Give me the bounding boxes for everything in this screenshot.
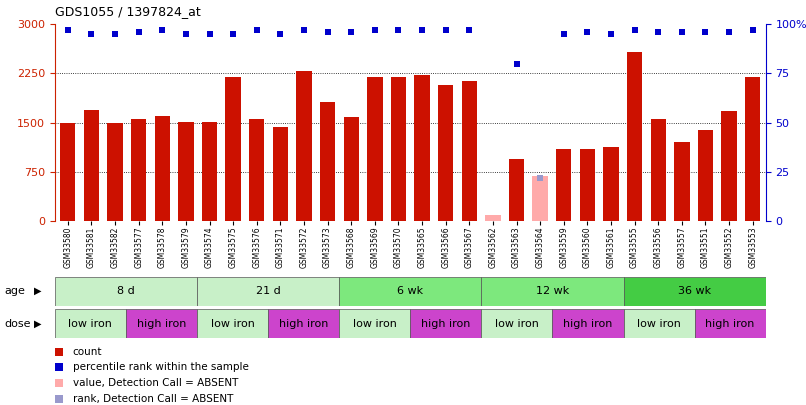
Text: 8 d: 8 d — [117, 286, 135, 296]
Bar — [55, 277, 197, 306]
Bar — [268, 309, 339, 338]
Bar — [202, 122, 217, 221]
Text: high iron: high iron — [563, 319, 613, 328]
Bar — [272, 127, 288, 221]
Bar — [60, 123, 76, 221]
Text: GDS1055 / 1397824_at: GDS1055 / 1397824_at — [55, 5, 201, 18]
Text: rank, Detection Call = ABSENT: rank, Detection Call = ABSENT — [73, 394, 233, 404]
Bar — [580, 149, 595, 221]
Text: 21 d: 21 d — [256, 286, 280, 296]
Text: low iron: low iron — [495, 319, 539, 328]
Text: high iron: high iron — [705, 319, 755, 328]
Bar — [197, 309, 268, 338]
Bar — [438, 85, 453, 221]
Bar — [481, 277, 624, 306]
Bar — [339, 277, 481, 306]
Bar — [55, 309, 126, 338]
Bar — [391, 77, 406, 221]
Bar — [745, 77, 760, 221]
Text: low iron: low iron — [637, 319, 681, 328]
Text: ▶: ▶ — [34, 286, 41, 296]
Bar — [410, 309, 481, 338]
Bar — [226, 77, 241, 221]
Bar — [320, 102, 335, 221]
Text: count: count — [73, 347, 102, 357]
Bar — [674, 142, 689, 221]
Bar — [155, 116, 170, 221]
Text: low iron: low iron — [353, 319, 397, 328]
Text: high iron: high iron — [137, 319, 186, 328]
Text: 36 wk: 36 wk — [678, 286, 711, 296]
Text: ▶: ▶ — [34, 319, 41, 328]
Bar — [624, 309, 695, 338]
Bar — [604, 147, 619, 221]
Bar — [84, 110, 99, 221]
Text: high iron: high iron — [279, 319, 328, 328]
Text: value, Detection Call = ABSENT: value, Detection Call = ABSENT — [73, 378, 238, 388]
Text: 12 wk: 12 wk — [536, 286, 569, 296]
Bar — [414, 75, 430, 221]
Bar — [107, 122, 123, 221]
Bar — [533, 176, 548, 221]
Bar — [509, 158, 524, 221]
Bar — [552, 309, 624, 338]
Bar — [297, 71, 312, 221]
Bar — [695, 309, 766, 338]
Bar — [485, 215, 501, 221]
Bar — [481, 309, 552, 338]
Bar — [462, 81, 477, 221]
Bar — [698, 130, 713, 221]
Bar — [339, 309, 410, 338]
Bar — [178, 122, 193, 221]
Text: 6 wk: 6 wk — [397, 286, 423, 296]
Bar — [249, 119, 264, 221]
Bar — [721, 111, 737, 221]
Text: percentile rank within the sample: percentile rank within the sample — [73, 362, 248, 372]
Text: age: age — [4, 286, 25, 296]
Text: high iron: high iron — [421, 319, 471, 328]
Text: low iron: low iron — [69, 319, 112, 328]
Bar — [624, 277, 766, 306]
Bar — [343, 117, 359, 221]
Bar — [131, 119, 147, 221]
Text: dose: dose — [4, 319, 31, 328]
Text: low iron: low iron — [210, 319, 255, 328]
Bar — [126, 309, 197, 338]
Bar — [556, 149, 571, 221]
Bar — [650, 119, 666, 221]
Bar — [197, 277, 339, 306]
Bar — [627, 53, 642, 221]
Bar — [368, 77, 383, 221]
